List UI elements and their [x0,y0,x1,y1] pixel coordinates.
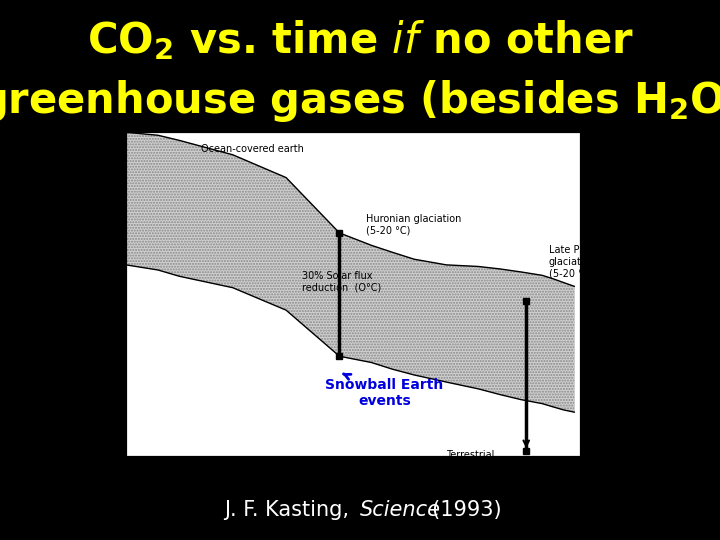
Text: Terrestrial
C3 photosynthesis: Terrestrial C3 photosynthesis [446,450,536,471]
Text: J. F. Kasting,: J. F. Kasting, [225,500,360,521]
X-axis label: Time before present (Ga): Time before present (Ga) [274,482,432,495]
Text: $\mathregular{CO_2}$ vs. time $\it{if}$ no other: $\mathregular{CO_2}$ vs. time $\it{if}$ … [86,18,634,62]
Text: 30% Solar flux
reduction  (O°C): 30% Solar flux reduction (O°C) [302,271,382,292]
Text: greenhouse gases (besides $\mathregular{H_2O}$): greenhouse gases (besides $\mathregular{… [0,78,720,124]
Text: Late Precambrian
glaciation
(5-20 °C): Late Precambrian glaciation (5-20 °C) [549,245,635,279]
Y-axis label: CO₂ Concentration (PAL): CO₂ Concentration (PAL) [614,226,624,362]
Text: Huronian glaciation
(5-20 °C): Huronian glaciation (5-20 °C) [366,213,462,235]
Text: Snowball Earth
events: Snowball Earth events [325,374,444,408]
Y-axis label: CO₂ Partial Pressure (bar): CO₂ Partial Pressure (bar) [75,224,85,365]
Text: Science: Science [360,500,441,521]
Text: (1993): (1993) [428,500,502,521]
Text: Ocean-covered earth: Ocean-covered earth [201,144,304,154]
